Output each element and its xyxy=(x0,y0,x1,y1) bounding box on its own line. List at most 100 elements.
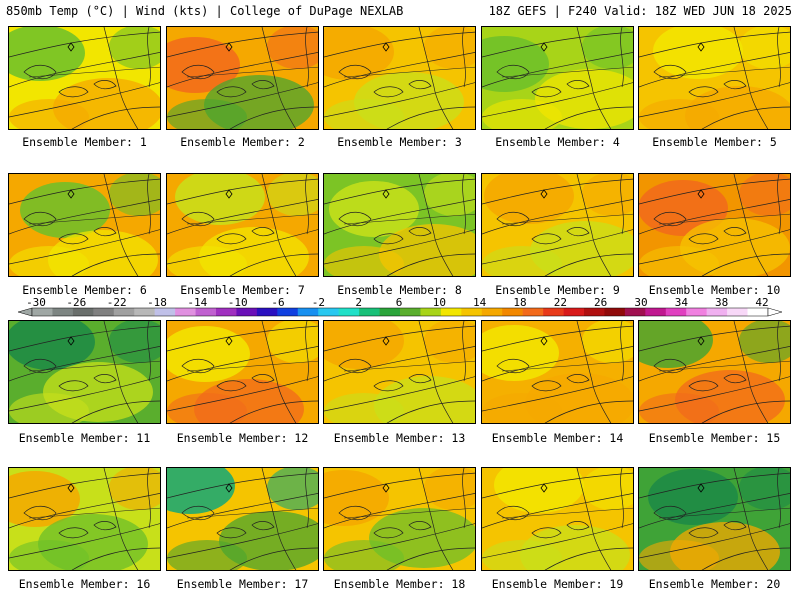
colorbar-tick-label: -18 xyxy=(147,296,167,309)
temperature-map xyxy=(639,174,790,276)
temperature-map xyxy=(639,27,790,129)
ensemble-panel-16 xyxy=(8,467,161,571)
station-marker xyxy=(540,483,548,493)
colorbar-segment xyxy=(93,308,115,316)
ensemble-member-label: Ensemble Member: 20 xyxy=(648,577,781,591)
ensemble-member-label: Ensemble Member: 3 xyxy=(337,135,462,149)
colorbar-segment xyxy=(236,308,258,316)
colorbar-segment xyxy=(727,308,748,316)
map-outlines xyxy=(482,321,633,423)
temperature-map xyxy=(9,27,160,129)
colorbar-segment xyxy=(277,308,299,316)
map-outlines xyxy=(167,174,318,276)
colorbar-segment xyxy=(747,308,769,316)
colorbar-segment xyxy=(502,308,523,316)
ensemble-member-label: Ensemble Member: 6 xyxy=(22,283,147,297)
colorbar-tick-label: -10 xyxy=(228,296,248,309)
station-marker xyxy=(382,336,390,346)
colorbar-segment xyxy=(379,308,401,316)
colorbar-segment xyxy=(522,308,544,316)
map-outlines xyxy=(639,27,790,129)
map-outlines xyxy=(324,468,475,570)
colorbar-segment xyxy=(216,308,237,316)
station-marker xyxy=(225,336,233,346)
station-marker xyxy=(540,189,548,199)
temperature-map xyxy=(9,468,160,570)
station-marker xyxy=(225,189,233,199)
ensemble-member-label: Ensemble Member: 17 xyxy=(176,577,309,591)
ensemble-member-label: Ensemble Member: 1 xyxy=(22,135,147,149)
temperature-map xyxy=(324,321,475,423)
map-outlines xyxy=(9,321,160,423)
colorbar-segment xyxy=(318,308,339,316)
ensemble-panel-9 xyxy=(481,173,634,277)
colorbar-segment xyxy=(72,308,94,316)
run-info: 18Z GEFS | F240 Valid: 18Z WED JUN 18 20… xyxy=(488,4,792,18)
temperature-map xyxy=(482,27,633,129)
ensemble-panel-5 xyxy=(638,26,791,130)
colorbar-segment xyxy=(624,308,646,316)
colorbar-tick-label: 6 xyxy=(396,296,403,309)
ensemble-panel-10 xyxy=(638,173,791,277)
colorbar-tick-label: -30 xyxy=(26,296,46,309)
colorbar-segment xyxy=(461,308,483,316)
colorbar-tick-label: -14 xyxy=(187,296,207,309)
ensemble-member-label: Ensemble Member: 2 xyxy=(180,135,305,149)
colorbar-segment xyxy=(420,308,442,316)
colorbar-segment xyxy=(113,308,135,316)
colorbar-segment xyxy=(604,308,626,316)
ensemble-member-label: Ensemble Member: 4 xyxy=(495,135,620,149)
station-marker xyxy=(540,336,548,346)
map-outlines xyxy=(324,321,475,423)
ensemble-panel-1 xyxy=(8,26,161,130)
colorbar-segment xyxy=(543,308,564,316)
map-outlines xyxy=(482,174,633,276)
colorbar-segment xyxy=(175,308,196,316)
map-outlines xyxy=(9,174,160,276)
ensemble-member-label: Ensemble Member: 19 xyxy=(491,577,624,591)
ensemble-panel-3 xyxy=(323,26,476,130)
colorbar-tick-label: 10 xyxy=(433,296,446,309)
colorbar-segment xyxy=(359,308,380,316)
map-outlines xyxy=(167,27,318,129)
colorbar-segment xyxy=(584,308,605,316)
station-marker xyxy=(697,189,705,199)
map-outlines xyxy=(482,27,633,129)
map-outlines xyxy=(482,468,633,570)
station-marker xyxy=(382,42,390,52)
temperature-map xyxy=(9,174,160,276)
station-marker xyxy=(540,42,548,52)
ensemble-member-label: Ensemble Member: 14 xyxy=(491,431,624,445)
colorbar-tick-label: 26 xyxy=(594,296,607,309)
ensemble-member-label: Ensemble Member: 12 xyxy=(176,431,309,445)
colorbar-segment xyxy=(563,308,585,316)
ensemble-panel-20 xyxy=(638,467,791,571)
station-marker xyxy=(67,336,75,346)
temperature-map xyxy=(324,27,475,129)
ensemble-panel-18 xyxy=(323,467,476,571)
ensemble-member-label: Ensemble Member: 7 xyxy=(180,283,305,297)
ensemble-panel-6 xyxy=(8,173,161,277)
temperature-map xyxy=(482,468,633,570)
map-outlines xyxy=(9,27,160,129)
colorbar-segment xyxy=(400,308,421,316)
temperature-map xyxy=(482,174,633,276)
colorbar-tick-label: -6 xyxy=(271,296,284,309)
colorbar-tick-label: -22 xyxy=(107,296,127,309)
colorbar-tick-label: 38 xyxy=(715,296,728,309)
ensemble-panel-12 xyxy=(166,320,319,424)
colorbar-tick-label: 14 xyxy=(473,296,487,309)
station-marker xyxy=(697,336,705,346)
ensemble-member-label: Ensemble Member: 5 xyxy=(652,135,777,149)
ensemble-panel-8 xyxy=(323,173,476,277)
colorbar-segment xyxy=(440,308,462,316)
colorbar-segment xyxy=(481,308,503,316)
colorbar-tick-label: -26 xyxy=(66,296,86,309)
map-outlines xyxy=(167,321,318,423)
ensemble-panel-15 xyxy=(638,320,791,424)
ensemble-panel-19 xyxy=(481,467,634,571)
map-outlines xyxy=(9,468,160,570)
colorbar-tick-label: 42 xyxy=(755,296,768,309)
ensemble-panel-13 xyxy=(323,320,476,424)
map-outlines xyxy=(639,321,790,423)
